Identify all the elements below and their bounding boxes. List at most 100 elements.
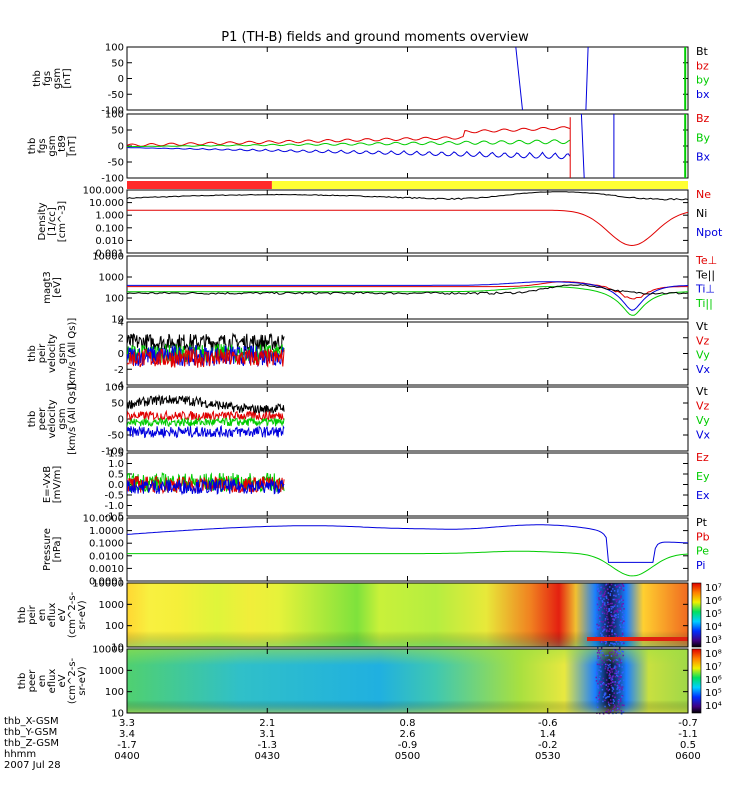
spectrogram-pixel <box>608 693 611 696</box>
spectrogram-pixel <box>607 682 610 685</box>
spectrogram-pixel <box>601 601 604 603</box>
legend-entry: Pb <box>696 530 710 543</box>
series-line-vx <box>127 424 285 439</box>
spectrogram-pixel <box>617 701 620 703</box>
spectrogram-pixel <box>615 616 617 619</box>
spectrogram-pixel <box>599 652 602 654</box>
y-tick-label: 0.1000 <box>89 539 124 550</box>
spectrogram-pixel <box>620 595 622 597</box>
series-line-te-perp <box>127 281 688 300</box>
spectrogram-pixel <box>611 642 613 644</box>
spectrogram-pixel <box>619 586 621 589</box>
legend-entry: Ex <box>696 489 710 502</box>
spectrogram-pixel <box>618 691 620 694</box>
y-tick-label: 10000 <box>92 252 124 263</box>
spectrogram-pixel <box>617 699 619 702</box>
spectrogram-pixel <box>614 603 617 606</box>
spectrogram-pixel <box>612 621 614 623</box>
spectrogram-pixel <box>619 607 621 610</box>
spectrogram-pixel <box>612 598 615 601</box>
spectrogram-pixel <box>613 605 616 607</box>
y-axis-label-line: en <box>37 609 48 622</box>
spectrogram-pixel <box>596 601 599 603</box>
spectrogram-pixel <box>620 587 623 590</box>
colorbar-label: 10⁴ <box>705 622 722 633</box>
spectrogram-pixel <box>615 659 618 661</box>
spectrogram-pixel <box>607 689 610 692</box>
spectrogram-pixel <box>610 679 613 682</box>
legend-entry: Vx <box>696 363 711 376</box>
spectrogram-pixel <box>622 711 625 713</box>
spectrogram-pixel <box>623 614 625 616</box>
y-axis-label: Pressure[nPa] <box>42 528 63 571</box>
y-tick-label: 0.0100 <box>89 551 124 562</box>
x-axis-row-labels: thb_X-GSM thb_Y-GSM thb_Z-GSM hhmm 2007 … <box>4 716 61 771</box>
y-tick-label: 1000 <box>99 273 124 284</box>
spectrogram-pixel <box>610 702 612 705</box>
spectrogram-pixel <box>617 608 619 610</box>
spectrogram-pixel <box>603 604 606 606</box>
spectrogram-pixel <box>623 608 625 610</box>
series-line-vt <box>127 332 285 353</box>
spectrogram-pixel <box>619 646 621 649</box>
spectrogram-pixel <box>602 594 604 596</box>
legend-entry: bz <box>696 59 709 72</box>
spectrogram-pixel <box>618 681 620 683</box>
spectrogram-pixel <box>620 687 622 689</box>
spectrogram-pixel <box>622 604 625 606</box>
y-tick-label: 100 <box>105 43 124 54</box>
y-axis-label-line: Density <box>37 202 48 240</box>
spectrogram-pixel <box>601 663 604 666</box>
series-group <box>127 524 688 577</box>
spectrogram-pixel <box>609 642 612 644</box>
x-axis-value: 2.6 <box>400 729 416 740</box>
spectrogram-pixel <box>602 621 604 623</box>
spectrogram-pixel <box>597 658 600 661</box>
y-tick-label: 100 <box>105 294 124 305</box>
y-axis-label-line: [cm^-3] <box>57 201 68 242</box>
spectrogram-pixel <box>619 698 622 700</box>
spectrogram-pixel <box>609 628 611 630</box>
spectrogram-pixel <box>606 663 609 666</box>
spectrogram-pixel <box>611 675 614 678</box>
spectrogram-pixel <box>605 641 607 643</box>
spectrogram-pixel <box>606 625 609 628</box>
spectrogram-pixel <box>597 687 600 689</box>
spectrogram-pixel <box>617 670 620 673</box>
x-axis-value: 0430 <box>255 751 280 762</box>
spectrogram-pixel <box>621 605 623 608</box>
spectrogram-pixel <box>623 679 625 682</box>
spectrogram-pixel <box>609 710 612 712</box>
spectrogram-pixel <box>619 685 621 688</box>
spectrogram-pixel <box>597 650 600 652</box>
x-axis-value: 3.1 <box>259 729 275 740</box>
series-line-vy <box>127 416 285 428</box>
panel-peir_vel: 4 2 0 -2 -4 thbpeirvelocitygsm[km/s (All Qs)]… <box>27 318 711 392</box>
y-axis-label-line: thb <box>32 70 43 87</box>
spectrogram-pixel <box>613 706 616 709</box>
x-axis-value: 0600 <box>675 751 700 762</box>
legend-entry: by <box>696 74 710 87</box>
series-line-bx <box>580 114 585 178</box>
spectrogram-pixel <box>606 659 608 661</box>
y-axis-label-line: [nPa] <box>52 536 63 562</box>
spectrogram-pixel <box>606 588 609 591</box>
date-label: 2007 Jul 28 <box>4 760 61 771</box>
series-group <box>127 332 285 368</box>
spectrogram-pixel <box>604 602 606 604</box>
spectrogram-pixel <box>618 635 621 638</box>
y-axis-label-line: (cm^2-s- <box>67 657 78 704</box>
spectrogram-pixel <box>616 692 619 694</box>
spectrogram-pixel <box>619 652 621 655</box>
spectrogram-pixel <box>617 711 619 714</box>
y-axis-label-line: gsm <box>47 135 58 156</box>
spectrogram-pixel <box>609 671 612 674</box>
spectrogram-pixel <box>603 625 606 628</box>
spectrogram-pixel <box>621 684 623 686</box>
y-tick-label: 2 <box>118 333 124 344</box>
spectrogram-pixel <box>606 613 608 615</box>
spectrogram-pixel <box>600 620 603 623</box>
spectrogram-pixel <box>600 646 603 649</box>
spectrogram-pixel <box>595 626 598 629</box>
y-axis-label-line: [1/cc] <box>47 207 58 236</box>
